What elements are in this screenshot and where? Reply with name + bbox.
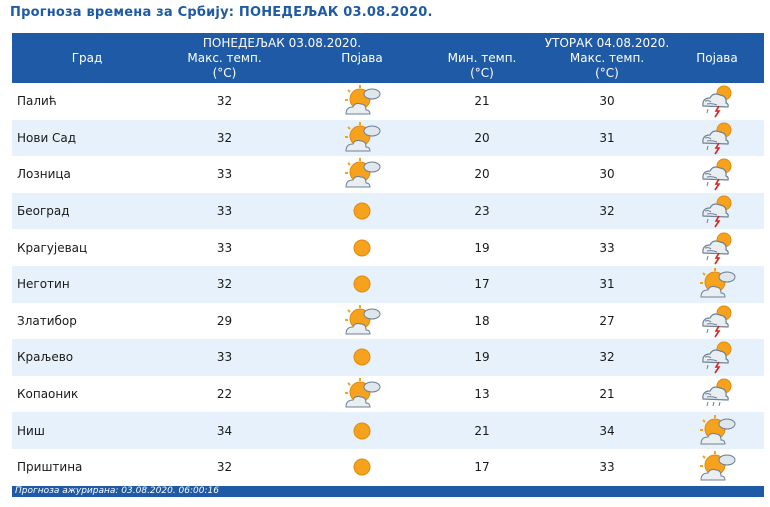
thunderstorm-icon <box>677 156 757 193</box>
table-row: Палић 32 21 30 <box>12 83 764 120</box>
day2-min-temp: 21 <box>474 423 490 438</box>
thunderstorm-icon <box>677 303 757 340</box>
sun-icon <box>322 449 402 486</box>
table-header: Град ПОНЕДЕЉАК 03.08.2020. Макс. темп. (… <box>12 33 764 83</box>
partly-cloudy-icon <box>322 156 402 193</box>
city-name: Неготин <box>17 277 70 292</box>
table-row: Крагујевац 33 19 33 <box>12 229 764 266</box>
header-day1: ПОНЕДЕЉАК 03.08.2020. <box>202 36 362 50</box>
partly-cloudy-icon <box>322 376 402 413</box>
header-city: Град <box>71 51 103 65</box>
city-name: Приштина <box>17 460 83 475</box>
thunderstorm-icon <box>677 120 757 157</box>
city-name: Београд <box>17 204 70 219</box>
header-day2-phenomenon: Појава <box>696 51 738 65</box>
table-body: Палић 32 21 30 Нови Сад 32 20 31 Лозница 33 20 30 Бе… <box>12 83 764 486</box>
sun-icon <box>322 339 402 376</box>
city-name: Нови Сад <box>17 130 77 145</box>
day2-max-temp: 34 <box>599 423 615 438</box>
table-row: Неготин 32 17 31 <box>12 265 764 303</box>
day1-max-temp: 32 <box>216 460 233 475</box>
sun-icon <box>322 229 402 266</box>
day2-min-temp: 19 <box>474 350 490 365</box>
day1-max-temp: 22 <box>216 387 233 402</box>
table-row: Београд 33 23 32 <box>12 192 764 230</box>
table-row: Златибор 29 18 27 <box>12 302 764 340</box>
day2-max-temp: 31 <box>599 130 615 145</box>
page-title: Прогноза времена за Србију: ПОНЕДЕЉАК 03… <box>10 5 433 20</box>
thunderstorm-icon <box>677 339 757 376</box>
table-row: Нови Сад 32 20 31 <box>12 119 764 157</box>
partly-cloudy-icon <box>677 266 757 303</box>
header-day2-max-unit: (°C) <box>595 66 619 80</box>
day2-min-temp: 17 <box>474 460 490 475</box>
day1-max-temp: 29 <box>216 313 233 328</box>
partly-cloudy-icon <box>322 120 402 157</box>
header-day2: УТОРАК 04.08.2020. <box>544 36 670 50</box>
thunderstorm-icon <box>677 229 757 266</box>
day1-max-temp: 32 <box>216 94 233 109</box>
day2-min-temp: 19 <box>474 240 490 255</box>
thunderstorm-icon <box>677 193 757 230</box>
city-name: Златибор <box>17 313 77 328</box>
day2-min-temp: 18 <box>474 313 490 328</box>
table-row: Копаоник 22 13 21 <box>12 375 764 413</box>
thunderstorm-icon <box>677 83 757 120</box>
day2-min-temp: 20 <box>474 130 490 145</box>
day2-max-temp: 21 <box>599 387 615 402</box>
partly-cloudy-icon <box>322 83 402 120</box>
update-footer: Прогноза ажурирана: 03.08.2020. 06:00:16 <box>12 486 764 497</box>
header-day1-max: Макс. темп. <box>187 51 262 65</box>
day2-max-temp: 32 <box>599 204 615 219</box>
day2-min-temp: 13 <box>474 387 490 402</box>
header-day1-phenomenon: Појава <box>341 51 383 65</box>
city-name: Копаоник <box>17 387 79 402</box>
header-day2-min: Мин. темп. <box>447 51 517 65</box>
city-name: Лозница <box>17 167 71 182</box>
sun-icon <box>322 412 402 449</box>
day2-min-temp: 23 <box>474 204 490 219</box>
day2-min-temp: 21 <box>474 94 490 109</box>
day2-max-temp: 30 <box>599 167 615 182</box>
day2-max-temp: 31 <box>599 277 615 292</box>
day2-max-temp: 33 <box>599 460 615 475</box>
day2-max-temp: 30 <box>599 94 615 109</box>
day1-max-temp: 33 <box>216 240 233 255</box>
partly-cloudy-icon <box>322 303 402 340</box>
city-name: Крагујевац <box>17 240 88 255</box>
header-day1-max-unit: (°C) <box>212 66 237 80</box>
city-name: Палић <box>17 94 57 109</box>
day1-max-temp: 33 <box>216 204 233 219</box>
day2-max-temp: 27 <box>599 313 615 328</box>
day1-max-temp: 32 <box>216 277 233 292</box>
day2-min-temp: 20 <box>474 167 490 182</box>
table-row: Ниш 34 21 34 <box>12 412 764 449</box>
partly-cloudy-icon <box>677 412 757 449</box>
day2-max-temp: 33 <box>599 240 615 255</box>
day1-max-temp: 33 <box>216 167 233 182</box>
update-timestamp: Прогноза ажурирана: 03.08.2020. 06:00:16 <box>15 486 219 496</box>
rain-shower-icon <box>677 376 757 413</box>
table-row: Приштина 32 17 33 <box>12 448 764 486</box>
header-day2-min-unit: (°C) <box>470 66 494 80</box>
forecast-table: Град ПОНЕДЕЉАК 03.08.2020. Макс. темп. (… <box>12 33 764 497</box>
header-day2-max: Макс. темп. <box>569 51 645 65</box>
partly-cloudy-icon <box>677 449 757 486</box>
day2-min-temp: 17 <box>474 277 490 292</box>
table-row: Лозница 33 20 30 <box>12 156 764 193</box>
table-row: Краљево 33 19 32 <box>12 339 764 376</box>
city-name: Ниш <box>17 423 45 438</box>
day1-max-temp: 34 <box>216 423 233 438</box>
sun-icon <box>322 266 402 303</box>
sun-icon <box>322 193 402 230</box>
day1-max-temp: 33 <box>216 350 233 365</box>
day2-max-temp: 32 <box>599 350 615 365</box>
day1-max-temp: 32 <box>216 130 233 145</box>
city-name: Краљево <box>17 350 74 365</box>
